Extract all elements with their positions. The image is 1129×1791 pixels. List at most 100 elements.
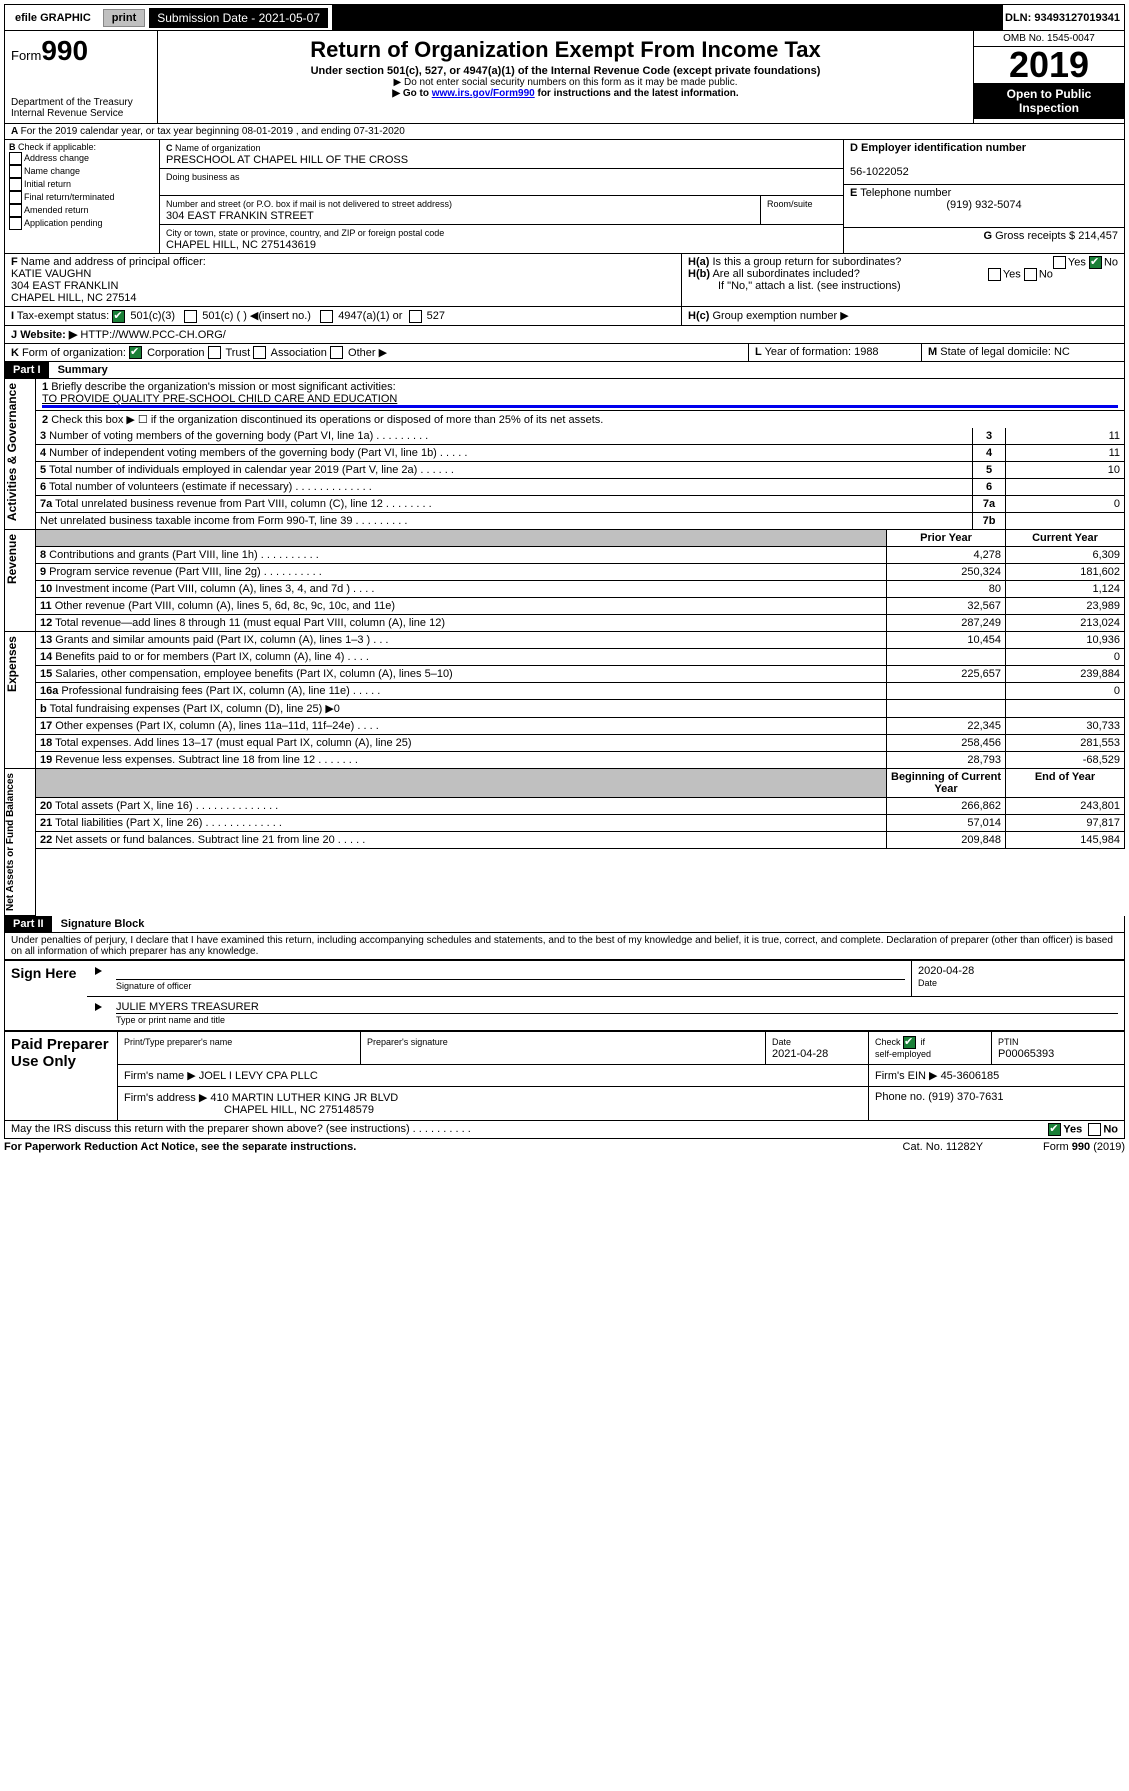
- form-number: 990: [41, 35, 88, 66]
- sign-here-block: Sign Here Signature of officer 2020-04-2…: [4, 960, 1125, 1031]
- sig-date: 2020-04-28: [918, 965, 974, 977]
- col-c: C Name of organizationPRESCHOOL AT CHAPE…: [160, 140, 844, 253]
- ck-501c[interactable]: [184, 310, 197, 323]
- officer-addr2: CHAPEL HILL, NC 27514: [11, 292, 137, 304]
- arrow-icon: [95, 1003, 102, 1011]
- opt-pending: Application pending: [24, 218, 103, 228]
- side-net: Net Assets or Fund Balances: [4, 769, 36, 916]
- city-label: City or town, state or province, country…: [166, 228, 444, 238]
- ck-4947[interactable]: [320, 310, 333, 323]
- toolbar: efile GRAPHIC print Submission Date - 20…: [4, 4, 1125, 31]
- org-address: 304 EAST FRANKIN STREET: [166, 210, 314, 222]
- part2-header: Part II Signature Block: [4, 916, 1125, 933]
- cat-no: Cat. No. 11282Y: [903, 1141, 984, 1153]
- ck-other[interactable]: [330, 346, 343, 359]
- opt-corp: Corporation: [147, 347, 204, 359]
- discuss-no[interactable]: [1088, 1123, 1101, 1136]
- prep-name-label: Print/Type preparer's name: [124, 1037, 232, 1047]
- check-final[interactable]: [9, 191, 22, 204]
- ck-self-emp[interactable]: [903, 1036, 916, 1049]
- ck-trust[interactable]: [208, 346, 221, 359]
- ptin-label: PTIN: [998, 1037, 1019, 1047]
- ha-no[interactable]: [1089, 256, 1102, 269]
- hb-no[interactable]: [1024, 268, 1037, 281]
- governance-section: Activities & Governance 1 Briefly descri…: [4, 379, 1125, 530]
- firm-phone-label: Phone no.: [875, 1091, 925, 1103]
- discuss-yes[interactable]: [1048, 1123, 1061, 1136]
- check-initial[interactable]: [9, 178, 22, 191]
- paid-preparer-block: Paid Preparer Use Only Print/Type prepar…: [4, 1031, 1125, 1121]
- col-d: D Employer identification number56-10220…: [844, 140, 1124, 253]
- dba-label: Doing business as: [166, 172, 240, 182]
- revenue-table: Prior YearCurrent Year8 Contributions an…: [36, 530, 1125, 632]
- tax-year: 2019: [974, 47, 1124, 83]
- website-value: HTTP://WWW.PCC-CH.ORG/: [80, 329, 225, 341]
- opt-initial: Initial return: [24, 179, 71, 189]
- print-button[interactable]: print: [103, 9, 145, 27]
- q2-text: Check this box ▶ ☐ if the organization d…: [51, 414, 603, 426]
- firm-phone: (919) 370-7631: [928, 1091, 1003, 1103]
- opt-address: Address change: [24, 153, 89, 163]
- addr-label: Number and street (or P.O. box if mail i…: [166, 199, 452, 209]
- check-address[interactable]: [9, 152, 22, 165]
- check-pending[interactable]: [9, 217, 22, 230]
- room-label: Room/suite: [767, 199, 813, 209]
- ha-text: Is this a group return for subordinates?: [712, 256, 901, 268]
- tax-status-label: Tax-exempt status:: [17, 310, 109, 322]
- hb-text: Are all subordinates included?: [712, 268, 859, 280]
- prep-date: 2021-04-28: [772, 1048, 828, 1060]
- arrow-icon: [95, 967, 102, 975]
- part1-title: Summary: [52, 362, 114, 378]
- firm-ein: 45-3606185: [941, 1070, 1000, 1082]
- firm-label: Firm's name ▶: [124, 1070, 196, 1082]
- ck-corp[interactable]: [129, 346, 142, 359]
- declaration: Under penalties of perjury, I declare th…: [4, 933, 1125, 960]
- ck-assoc[interactable]: [253, 346, 266, 359]
- gov-table: 3 Number of voting members of the govern…: [36, 428, 1125, 530]
- gross-value: 214,457: [1078, 230, 1118, 242]
- ein-label: Employer identification number: [861, 142, 1026, 154]
- check-amended[interactable]: [9, 204, 22, 217]
- dept-label: Department of the Treasury Internal Reve…: [11, 97, 151, 119]
- header-mid: Return of Organization Exempt From Incom…: [158, 31, 973, 123]
- i-block: I Tax-exempt status: 501(c)(3) 501(c) ( …: [4, 307, 1125, 326]
- klm-block: K Form of organization: Corporation Trus…: [4, 344, 1125, 363]
- hb-yes[interactable]: [988, 268, 1001, 281]
- ptin-value: P00065393: [998, 1048, 1054, 1060]
- ha-yes[interactable]: [1053, 256, 1066, 269]
- opt-assoc: Association: [271, 347, 327, 359]
- side-gov-label: Activities & Governance: [5, 379, 19, 525]
- part1-header: Part I Summary: [4, 362, 1125, 379]
- header-left: Form990 Department of the Treasury Inter…: [5, 31, 158, 123]
- f-h-block: F Name and address of principal officer:…: [4, 254, 1125, 307]
- l-value: 1988: [854, 346, 878, 358]
- irs-link[interactable]: www.irs.gov/Form990: [432, 88, 535, 99]
- firm-name: JOEL I LEVY CPA PLLC: [199, 1070, 318, 1082]
- opt-501c3: 501(c)(3): [130, 310, 175, 322]
- sign-here-label: Sign Here: [5, 961, 88, 1031]
- part2-label: Part II: [5, 916, 52, 932]
- officer-name: KATIE VAUGHN: [11, 268, 91, 280]
- ck-501c3[interactable]: [112, 310, 125, 323]
- mission-text: TO PROVIDE QUALITY PRE-SCHOOL CHILD CARE…: [42, 393, 397, 405]
- sig-label: Signature of officer: [116, 981, 191, 991]
- discuss-row: May the IRS discuss this return with the…: [4, 1121, 1125, 1139]
- header-right: OMB No. 1545-0047 2019 Open to Public In…: [973, 31, 1124, 123]
- opt-other: Other ▶: [348, 347, 387, 359]
- part2-title: Signature Block: [55, 916, 151, 932]
- form-subtitle: Under section 501(c), 527, or 4947(a)(1)…: [162, 65, 969, 77]
- b-label: Check if applicable:: [18, 142, 96, 152]
- side-rev: Revenue: [4, 530, 36, 632]
- q1-text: Briefly describe the organization's miss…: [51, 381, 395, 393]
- identity-block: B Check if applicable: Address change Na…: [4, 140, 1125, 254]
- opt-final: Final return/terminated: [24, 192, 115, 202]
- net-section: Net Assets or Fund Balances Beginning of…: [4, 769, 1125, 916]
- ein-label2: Firm's EIN ▶: [875, 1070, 938, 1082]
- ck-527[interactable]: [409, 310, 422, 323]
- opt-trust: Trust: [225, 347, 250, 359]
- side-exp: Expenses: [4, 632, 36, 769]
- col-h: H(a) Is this a group return for subordin…: [682, 254, 1124, 306]
- submission-date: Submission Date - 2021-05-07: [149, 8, 328, 28]
- org-name: PRESCHOOL AT CHAPEL HILL OF THE CROSS: [166, 154, 408, 166]
- check-name[interactable]: [9, 165, 22, 178]
